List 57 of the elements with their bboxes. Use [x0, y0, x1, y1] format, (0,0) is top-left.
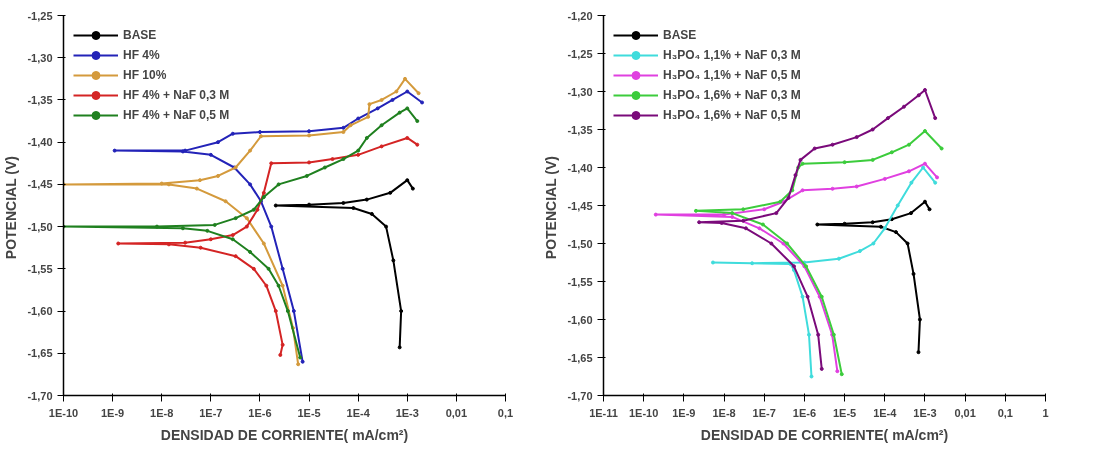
- x-tick-label: 1E-3: [913, 406, 937, 419]
- legend-label: HF 4%: [123, 48, 160, 62]
- x-tick-label: 1E-7: [752, 406, 776, 419]
- x-tick-label: 1E-6: [248, 406, 272, 419]
- y-tick-label: -1,55: [567, 275, 593, 288]
- x-tick-label: 1E-6: [792, 406, 817, 419]
- y-tick-label: -1,55: [27, 262, 53, 275]
- legend-label: HF 10%: [123, 68, 167, 82]
- y-tick-label: -1,20: [567, 9, 593, 22]
- y-tick-label: -1,60: [567, 313, 593, 326]
- y-tick-label: -1,50: [27, 220, 53, 233]
- legend-label: H₃PO₄ 1,1% + NaF 0,3 M: [663, 48, 801, 62]
- y-tick-label: -1,40: [567, 161, 593, 174]
- x-tick-label: 0,1: [997, 406, 1013, 419]
- x-tick-label: 1E-4: [346, 406, 371, 419]
- y-tick-label: -1,70: [567, 389, 593, 402]
- y-tick-label: -1,50: [567, 237, 593, 250]
- legend-label: HF 4% + NaF 0,5 M: [123, 108, 230, 122]
- x-tick-label: 1E-9: [100, 406, 125, 419]
- y-tick-label: -1,35: [27, 93, 53, 106]
- y-tick-label: -1,60: [27, 305, 53, 318]
- x-tick-label: 0,01: [445, 406, 468, 419]
- x-tick-label: 0,01: [954, 406, 976, 419]
- y-axis-title: POTENCIAL (V): [3, 155, 20, 260]
- x-axis-title: DENSIDAD DE CORRIENTE( mA/cm²): [700, 426, 949, 443]
- y-tick-label: -1,70: [27, 389, 53, 402]
- legend-label: BASE: [123, 28, 157, 42]
- y-tick-label: -1,45: [27, 178, 53, 191]
- y-tick-label: -1,30: [27, 51, 53, 64]
- x-tick-label: 1E-11: [589, 406, 618, 419]
- y-tick-label: -1,65: [27, 347, 53, 360]
- y-tick-label: -1,35: [567, 123, 593, 136]
- x-tick-label: 1: [1042, 406, 1049, 419]
- y-tick-label: -1,45: [567, 199, 593, 212]
- x-tick-label: 1E-9: [672, 406, 696, 419]
- x-axis-title: DENSIDAD DE CORRIENTE( mA/cm²): [160, 426, 409, 443]
- y-tick-label: -1,25: [567, 47, 593, 60]
- legend-label: H₃PO₄ 1,6% + NaF 0,5 M: [663, 108, 801, 122]
- legend-label: BASE: [663, 28, 697, 42]
- y-tick-label: -1,30: [567, 85, 593, 98]
- x-tick-label: 0,1: [497, 406, 514, 419]
- x-tick-label: 1E-5: [832, 406, 857, 419]
- y-tick-label: -1,40: [27, 136, 53, 149]
- x-tick-label: 1E-7: [199, 406, 223, 419]
- legend-label: HF 4% + NaF 0,3 M: [123, 88, 230, 102]
- y-tick-label: -1,65: [567, 351, 593, 364]
- x-tick-label: 1E-3: [395, 406, 419, 419]
- x-tick-label: 1E-8: [150, 406, 174, 419]
- x-tick-label: 1E-4: [873, 406, 898, 419]
- y-tick-label: -1,25: [27, 9, 53, 22]
- x-tick-label: 1E-10: [629, 406, 659, 419]
- x-tick-label: 1E-8: [712, 406, 736, 419]
- x-tick-label: 1E-5: [297, 406, 321, 419]
- legend-label: H₃PO₄ 1,1% + NaF 0,5 M: [663, 68, 801, 82]
- x-tick-label: 1E-10: [48, 406, 79, 419]
- legend-label: H₃PO₄ 1,6% + NaF 0,3 M: [663, 88, 801, 102]
- y-axis-title: POTENCIAL (V): [543, 155, 560, 260]
